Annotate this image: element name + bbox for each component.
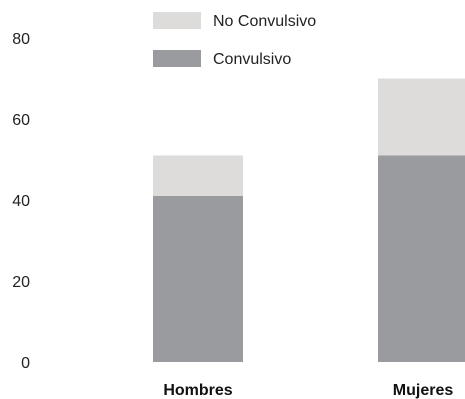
bar-hombres-no-convulsivo [153,155,243,196]
y-tick-label: 0 [21,355,30,372]
y-tick-label: 20 [12,274,30,291]
y-tick-label: 80 [12,31,30,48]
category-label-mujeres: Mujeres [393,382,454,399]
y-tick-label: 40 [12,193,30,210]
bars [153,78,465,362]
y-tick-label: 60 [12,112,30,129]
legend: No Convulsivo Convulsivo [153,12,316,68]
legend-label-convulsivo: Convulsivo [213,51,291,68]
bar-mujeres-no-convulsivo [378,78,465,156]
bar-mujeres-convulsivo [378,155,465,362]
category-labels: Hombres Mujeres [163,382,453,399]
legend-swatch-no-convulsivo [153,12,201,29]
legend-swatch-convulsivo [153,50,201,67]
y-axis-ticks: 0 20 40 60 80 [12,31,30,372]
bar-hombres-convulsivo [153,195,243,362]
category-label-hombres: Hombres [163,382,232,399]
legend-label-no-convulsivo: No Convulsivo [213,13,316,30]
